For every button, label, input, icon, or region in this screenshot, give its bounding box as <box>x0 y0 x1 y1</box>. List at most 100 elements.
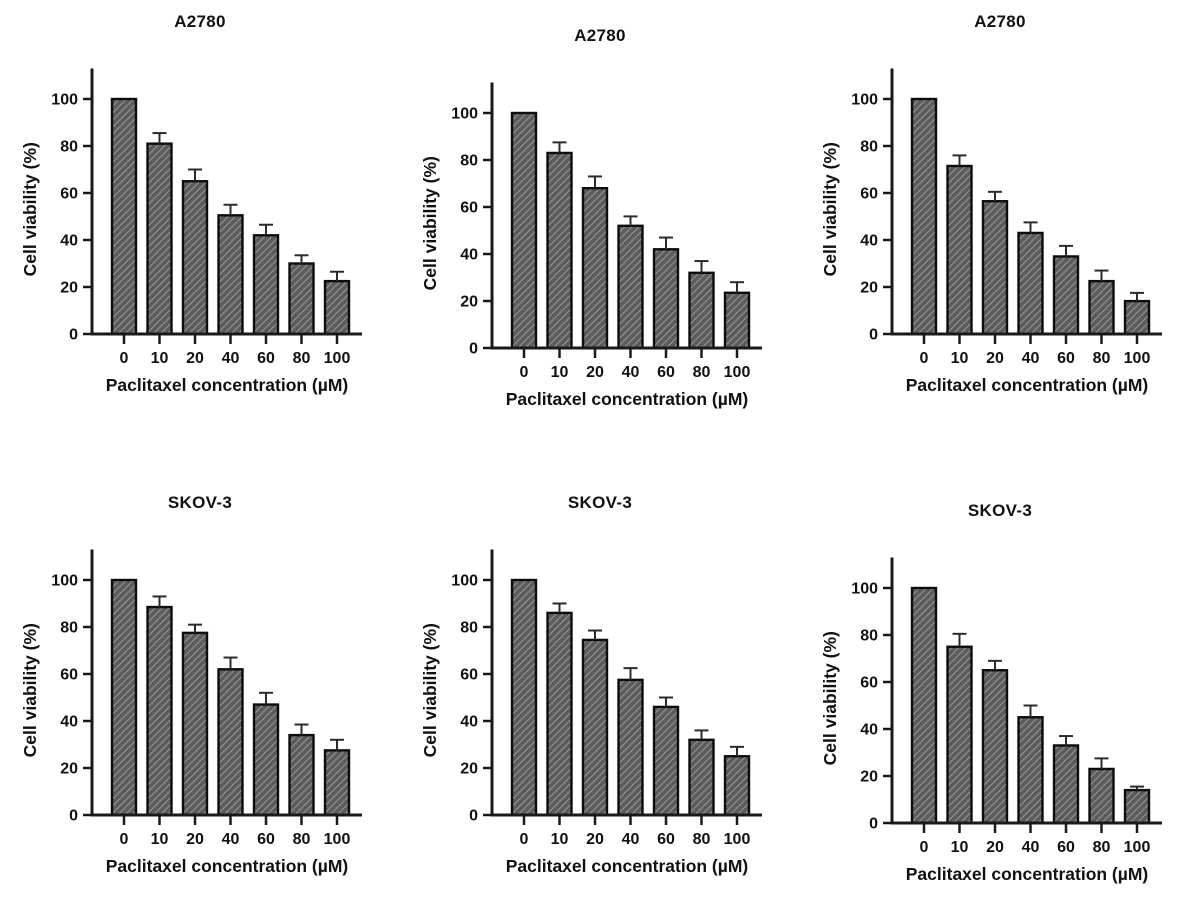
bar <box>617 224 644 350</box>
bar <box>910 97 938 336</box>
y-axis-label: Cell viability (%) <box>20 623 40 757</box>
chart-a2780-3: A2780 0 20 40 60 80 100 0 10 20 40 60 80 100 Paclitax… <box>800 0 1200 455</box>
x-tick-label: 0 <box>120 831 129 848</box>
x-axis-label: Paclitaxel concentration (µM) <box>506 856 749 876</box>
error-bar <box>588 629 602 640</box>
y-tick-label: 40 <box>60 714 78 731</box>
bar <box>146 605 173 817</box>
error-bar <box>188 623 202 633</box>
bar <box>181 631 209 817</box>
error-bar <box>952 154 967 166</box>
x-tick-label: 0 <box>120 350 129 367</box>
bar-plot: 0 20 40 60 80 100 0 10 20 40 60 80 100 Paclitaxel con… <box>20 549 362 876</box>
bar <box>1088 767 1115 825</box>
x-tick-label: 20 <box>186 350 204 367</box>
x-tick-label: 10 <box>551 831 569 848</box>
x-tick-label: 40 <box>222 350 240 367</box>
x-tick-label: 80 <box>293 350 311 367</box>
chart-a2780-1: A2780 0 20 40 60 80 100 0 10 20 40 60 80 100 Paclitax… <box>0 0 400 455</box>
bar <box>288 262 315 336</box>
y-tick-label: 100 <box>851 92 878 109</box>
error-bar <box>330 738 344 751</box>
error-bar <box>588 175 602 189</box>
y-tick-label: 60 <box>60 186 78 203</box>
bar <box>252 234 280 336</box>
x-tick-label: 100 <box>724 364 751 381</box>
error-bar <box>694 260 709 273</box>
bar-plot: 0 20 40 60 80 100 0 10 20 40 60 80 100 Paclitaxel con… <box>820 557 1162 884</box>
x-tick-label: 40 <box>1022 839 1040 856</box>
bar <box>1017 231 1044 336</box>
y-tick-label: 60 <box>860 675 878 692</box>
bar <box>546 151 573 350</box>
bar-plot: 0 20 40 60 80 100 0 10 20 40 60 80 100 Paclitaxel con… <box>820 68 1162 395</box>
error-bar <box>730 281 744 293</box>
y-axis-label: Cell viability (%) <box>820 631 840 765</box>
y-tick-label: 100 <box>851 581 878 598</box>
x-tick-label: 10 <box>951 350 969 367</box>
error-bar <box>623 215 638 226</box>
y-tick-label: 80 <box>860 139 878 156</box>
bar <box>252 703 280 817</box>
error-bar <box>1023 704 1038 718</box>
x-axis-label: Paclitaxel concentration (µM) <box>106 856 349 876</box>
x-axis-label: Paclitaxel concentration (µM) <box>506 389 749 409</box>
error-bar <box>259 691 273 705</box>
x-tick-label: 60 <box>1057 839 1075 856</box>
error-bar <box>1094 757 1109 769</box>
x-tick-label: 60 <box>1057 350 1075 367</box>
bar <box>1088 279 1115 336</box>
bar-plot: 0 20 40 60 80 100 0 10 20 40 60 80 100 Paclitaxel con… <box>420 82 762 409</box>
x-tick-label: 40 <box>222 831 240 848</box>
chart-title: A2780 <box>574 26 626 45</box>
bar <box>110 578 138 817</box>
bar <box>546 611 573 817</box>
x-axis-label: Paclitaxel concentration (µM) <box>906 864 1149 884</box>
error-bar <box>188 168 202 182</box>
y-tick-label: 20 <box>60 761 78 778</box>
bar <box>981 669 1009 825</box>
x-tick-label: 60 <box>257 350 275 367</box>
x-tick-label: 0 <box>920 839 929 856</box>
x-tick-label: 80 <box>693 364 711 381</box>
chart-skov3-1: SKOV-3 0 20 40 60 80 100 0 10 20 40 60 80 100 Paclita… <box>0 455 400 910</box>
bar <box>617 678 644 817</box>
error-bar <box>988 659 1002 671</box>
y-tick-label: 0 <box>869 816 878 833</box>
bar <box>981 200 1009 336</box>
chart-skov3-2: SKOV-3 0 20 40 60 80 100 0 10 20 40 60 80 100 Paclita… <box>400 455 800 910</box>
bar <box>510 111 538 350</box>
x-tick-label: 0 <box>920 350 929 367</box>
y-tick-label: 20 <box>460 761 478 778</box>
x-tick-label: 100 <box>324 831 351 848</box>
error-bar <box>152 595 167 608</box>
x-tick-label: 10 <box>151 350 169 367</box>
y-tick-label: 0 <box>469 341 478 358</box>
error-bar <box>1059 735 1073 746</box>
y-tick-label: 40 <box>860 722 878 739</box>
error-bar <box>1059 244 1073 257</box>
error-bar <box>552 602 567 613</box>
error-bar <box>1094 269 1109 282</box>
bar <box>323 749 351 817</box>
y-tick-label: 60 <box>860 186 878 203</box>
x-tick-label: 60 <box>657 831 675 848</box>
x-tick-label: 80 <box>693 831 711 848</box>
bar <box>288 733 315 817</box>
bar <box>723 755 751 817</box>
y-tick-label: 80 <box>60 620 78 637</box>
error-bar <box>694 729 709 740</box>
error-bar <box>952 632 967 647</box>
x-tick-label: 20 <box>586 364 604 381</box>
error-bar <box>1130 785 1144 791</box>
y-tick-label: 0 <box>469 808 478 825</box>
error-bar <box>659 696 673 707</box>
error-bar <box>152 132 167 144</box>
y-tick-label: 20 <box>860 280 878 297</box>
x-tick-label: 20 <box>186 831 204 848</box>
chart-title: SKOV-3 <box>167 493 233 512</box>
bar <box>323 279 351 336</box>
error-bar <box>223 656 238 670</box>
bar <box>946 164 973 336</box>
y-axis-label: Cell viability (%) <box>420 623 440 757</box>
